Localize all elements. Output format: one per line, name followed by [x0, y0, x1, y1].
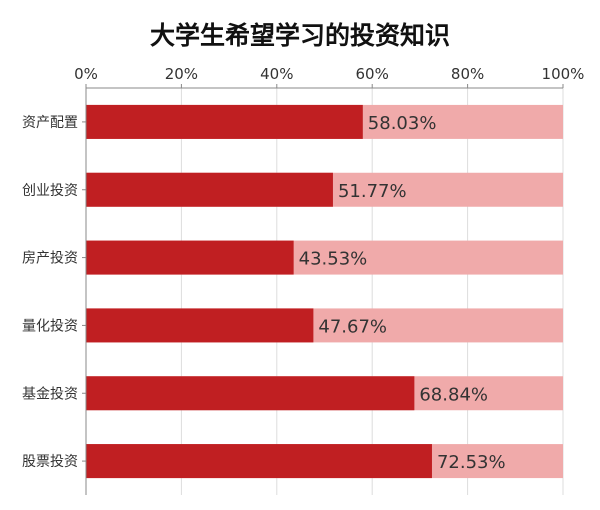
data-label: 58.03%: [368, 113, 437, 134]
x-tick-label: 80%: [451, 65, 484, 83]
bar-value: [86, 376, 415, 411]
category-label: 量化投资: [22, 318, 78, 334]
data-label: 68.84%: [419, 384, 488, 405]
bar-value: [86, 104, 363, 139]
bar-value: [86, 172, 333, 207]
data-label: 51.77%: [338, 181, 407, 202]
data-label: 47.67%: [318, 316, 387, 337]
category-label: 资产配置: [22, 115, 78, 131]
x-tick-label: 40%: [260, 65, 293, 83]
bar-value: [86, 240, 294, 275]
x-tick-label: 100%: [542, 65, 585, 83]
data-label: 43.53%: [299, 249, 368, 270]
x-tick-label: 60%: [356, 65, 389, 83]
x-tick-label: 20%: [165, 65, 198, 83]
bar-value: [86, 444, 432, 479]
x-tick-label: 0%: [74, 65, 98, 83]
data-label: 72.53%: [437, 452, 506, 473]
category-label: 股票投资: [22, 454, 78, 470]
chart-title: 大学生希望学习的投资知识: [150, 21, 450, 50]
category-label: 房产投资: [22, 251, 78, 267]
bar-value: [86, 308, 314, 343]
category-label: 创业投资: [22, 183, 78, 199]
category-label: 基金投资: [22, 385, 78, 402]
